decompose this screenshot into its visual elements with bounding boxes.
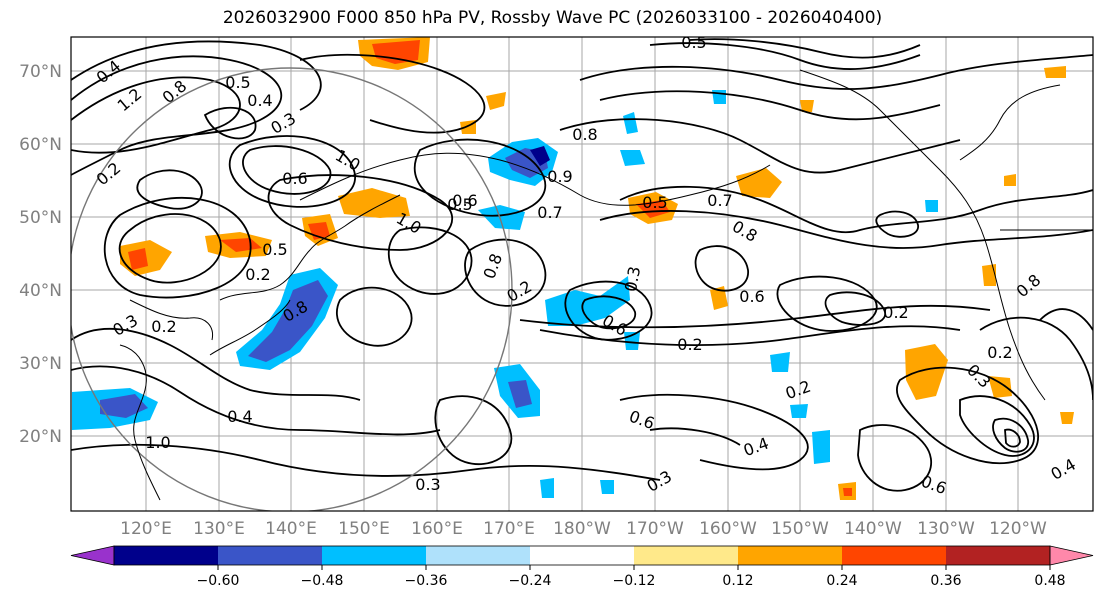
colorbar-segment bbox=[634, 546, 739, 565]
colorbar-tick-label: −0.36 bbox=[405, 573, 448, 589]
contour-label: 0.6 bbox=[452, 191, 477, 210]
colorbar-segment bbox=[946, 546, 1051, 565]
longitude-label: 150°E bbox=[338, 519, 390, 539]
longitude-label: 160°W bbox=[699, 519, 757, 539]
latitude-label: 40°N bbox=[19, 281, 62, 301]
contour-label: 0.5 bbox=[642, 193, 667, 212]
contour-label: 0.2 bbox=[151, 317, 176, 336]
colorbar-segment bbox=[322, 546, 427, 565]
colorbar-segment bbox=[738, 546, 843, 565]
latitude-labels: 70°N 60°N 50°N 40°N 30°N 20°N bbox=[19, 62, 62, 447]
contour-label: 0.9 bbox=[547, 167, 572, 186]
colorbar-segment bbox=[114, 546, 219, 565]
contour-label: 1.0 bbox=[145, 433, 170, 452]
contour-label: 0.5 bbox=[447, 195, 472, 214]
colorbar-tick-label: −0.24 bbox=[509, 573, 552, 589]
longitude-label: 140°W bbox=[844, 519, 902, 539]
contour-label: 0.7 bbox=[537, 203, 562, 222]
contour-label: 0.4 bbox=[227, 407, 252, 426]
colorbar-extend-low bbox=[70, 545, 115, 566]
contour-label: 0.6 bbox=[739, 287, 764, 306]
longitude-label: 160°E bbox=[411, 519, 463, 539]
colorbar-outline bbox=[113, 545, 1051, 566]
longitude-label: 130°E bbox=[193, 519, 245, 539]
longitude-labels: 120°E 130°E 140°E 150°E 160°E 170°E 180°W 170°W… bbox=[120, 519, 1047, 539]
colorbar-tick-label: 0.36 bbox=[930, 573, 961, 589]
colorbar-extend-high bbox=[1049, 545, 1094, 566]
longitude-label: 140°E bbox=[265, 519, 317, 539]
longitude-label: 180°W bbox=[553, 519, 611, 539]
colorbar-tick-label: −0.48 bbox=[301, 573, 344, 589]
colorbar-segment bbox=[426, 546, 531, 565]
colorbar-segment bbox=[218, 546, 323, 565]
colorbar-tick-label: −0.60 bbox=[197, 573, 240, 589]
contour-label: 0.8 bbox=[572, 125, 597, 144]
latitude-label: 30°N bbox=[19, 354, 62, 374]
colorbar-segment bbox=[530, 546, 635, 565]
latitude-label: 20°N bbox=[19, 427, 62, 447]
latitude-label: 60°N bbox=[19, 135, 62, 155]
longitude-label: 150°W bbox=[771, 519, 829, 539]
colorbar: −0.60 −0.48 −0.36 −0.24 −0.12 0.12 0.24 0.36 0.4… bbox=[70, 545, 1094, 589]
plot-border bbox=[70, 36, 1094, 512]
coastlines bbox=[119, 69, 1093, 501]
contour-label: 0.5 bbox=[225, 73, 250, 92]
reference-circle bbox=[71, 67, 513, 511]
latitude-label: 50°N bbox=[19, 208, 62, 228]
latitude-label: 70°N bbox=[19, 62, 62, 82]
contour-label: 0.3 bbox=[415, 475, 440, 494]
contour-label: 0.4 bbox=[247, 91, 272, 110]
graticule bbox=[71, 37, 1093, 511]
pv-contours bbox=[71, 38, 1093, 492]
contour-label: 0.2 bbox=[883, 303, 908, 322]
longitude-label: 120°W bbox=[989, 519, 1047, 539]
positive-anomaly-shading bbox=[120, 37, 1074, 500]
colorbar-tick-label: 0.48 bbox=[1034, 573, 1065, 589]
colorbar-segment bbox=[842, 546, 947, 565]
contour-label: 0.2 bbox=[987, 343, 1012, 362]
map-title: 2026032900 F000 850 hPa PV, Rossby Wave … bbox=[222, 8, 883, 28]
contour-label: 0.5 bbox=[681, 33, 706, 52]
contour-label: 0.2 bbox=[245, 265, 270, 284]
longitude-label: 170°W bbox=[626, 519, 684, 539]
colorbar-tick-label: −0.12 bbox=[613, 573, 656, 589]
contour-label: 0.2 bbox=[677, 335, 702, 354]
longitude-label: 130°W bbox=[917, 519, 975, 539]
contour-label: 0.5 bbox=[262, 240, 287, 259]
colorbar-tick-label: 0.24 bbox=[826, 573, 857, 589]
contour-label: 0.3 bbox=[621, 265, 644, 293]
longitude-label: 170°E bbox=[483, 519, 535, 539]
colorbar-tick-label: 0.12 bbox=[722, 573, 753, 589]
contour-label: 0.7 bbox=[707, 191, 732, 210]
longitude-label: 120°E bbox=[120, 519, 172, 539]
negative-anomaly-shading bbox=[72, 90, 938, 498]
contour-label: 0.6 bbox=[282, 169, 307, 188]
